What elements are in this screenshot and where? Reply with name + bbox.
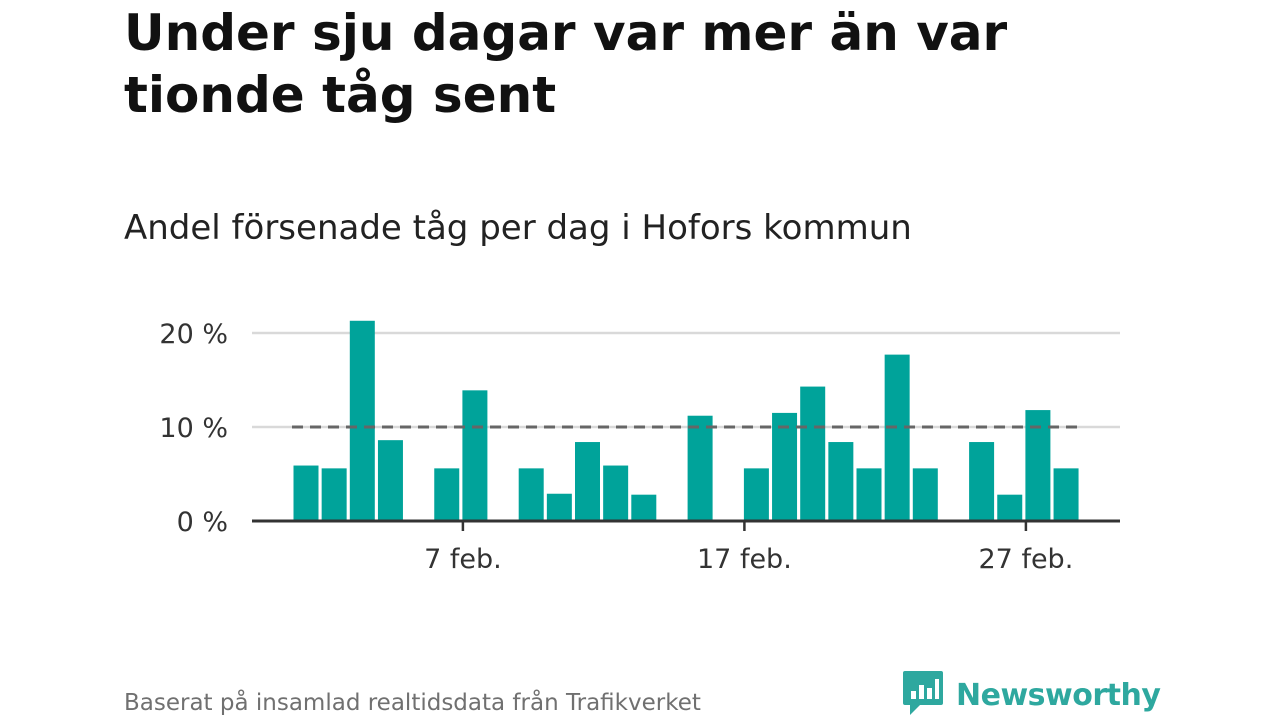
- bar: 7 feb.: 13.9 %: [462, 390, 488, 521]
- axes: 0 % 10 % 20 % 7 feb. 17 feb. 27 feb.: [159, 319, 1120, 575]
- x-tick-label: 7 feb.: [424, 544, 502, 575]
- bar: 17 feb.: 5.6 %: [743, 468, 769, 521]
- bar: 12 feb.: 5.9 %: [603, 465, 629, 521]
- bar: 6 feb.: 5.6 %: [434, 468, 460, 521]
- bar: 11 feb.: 8.4 %: [575, 442, 600, 521]
- bar: 4 feb.: 8.6 %: [377, 440, 403, 521]
- bar: 20 feb.: 8.4 %: [828, 442, 854, 521]
- chart-subtitle: Andel försenade tåg per dag i Hofors kom…: [124, 208, 912, 248]
- bar: 15 feb.: 11.2 %: [687, 415, 713, 521]
- y-tick-label: 0 %: [177, 507, 228, 538]
- bar: 18 feb.: 11.5 %: [772, 412, 798, 521]
- bar: 25 feb.: 8.4 %: [969, 442, 995, 521]
- bar: 23 feb.: 5.6 %: [912, 468, 938, 521]
- source-note: Baserat på insamlad realtidsdata från Tr…: [124, 690, 701, 716]
- bar: 27 feb.: 11.8 %: [1025, 410, 1051, 521]
- bar: 19 feb.: 14.3 %: [800, 386, 826, 521]
- y-tick-label: 20 %: [159, 319, 228, 350]
- bar: 13 feb.: 2.8 %: [631, 494, 657, 521]
- chart-title: Under sju dagar var mer än var tionde tå…: [124, 4, 1008, 124]
- bar: 21 feb.: 5.6 %: [856, 468, 882, 521]
- bar: 10 feb.: 2.9 %: [546, 493, 572, 521]
- y-tick-label: 10 %: [159, 413, 228, 444]
- brand-logo: Newsworthy: [902, 669, 1161, 721]
- bar-chart-speech-bubble-icon: [902, 669, 944, 721]
- bar: 26 feb.: 2.8 %: [997, 494, 1023, 521]
- bar-chart: 1 feb.: 5.9 %2 feb.: 5.6 %3 feb.: 21.3 %…: [159, 319, 1120, 575]
- bar: 9 feb.: 5.6 %: [518, 468, 544, 521]
- bar: 3 feb.: 21.3 %: [349, 320, 375, 521]
- x-tick-label: 27 feb.: [979, 544, 1074, 575]
- brand-name: Newsworthy: [956, 677, 1161, 713]
- bar: 22 feb.: 17.7 %: [884, 354, 910, 521]
- bar: 1 feb.: 5.9 %: [293, 465, 319, 521]
- bar: 2 feb.: 5.6 %: [321, 468, 347, 521]
- bar: 28 feb.: 5.6 %: [1053, 468, 1079, 521]
- x-tick-label: 17 feb.: [697, 544, 792, 575]
- grid-lines: [252, 331, 1120, 429]
- bars: 1 feb.: 5.9 %2 feb.: 5.6 %3 feb.: 21.3 %…: [293, 320, 1079, 521]
